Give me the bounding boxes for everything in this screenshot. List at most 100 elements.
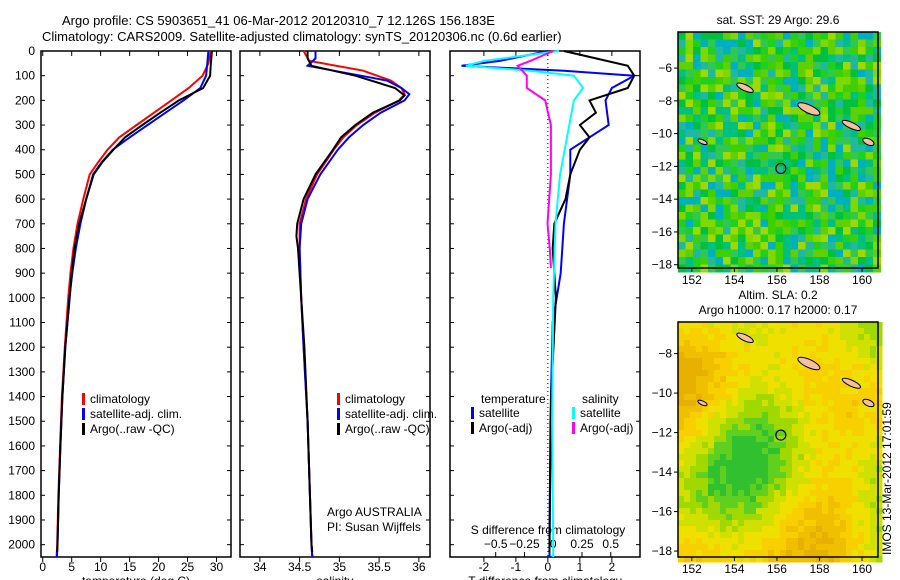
map-cell xyxy=(750,478,757,485)
map-cell xyxy=(780,514,787,521)
map-y-tick-label: −14 xyxy=(652,465,673,479)
map-cell xyxy=(750,376,757,383)
map-cell xyxy=(760,39,769,48)
map-cell xyxy=(843,159,851,168)
map-cell xyxy=(738,152,746,160)
map-cell xyxy=(678,532,685,539)
map-cell xyxy=(702,484,709,491)
map-cell xyxy=(720,496,727,503)
map-cell xyxy=(775,122,784,130)
map-cell xyxy=(820,152,829,160)
map-cell xyxy=(820,144,829,153)
map-cell xyxy=(852,400,859,407)
map-cell xyxy=(840,424,847,431)
map-cell xyxy=(865,114,874,123)
y-tick-label: 1600 xyxy=(8,439,35,453)
map-cell xyxy=(774,352,781,359)
map-cell xyxy=(678,388,685,395)
map-cell xyxy=(820,47,829,55)
map-x-tick-label: 160 xyxy=(852,273,872,287)
map-cell xyxy=(798,508,805,515)
map-cell xyxy=(828,520,835,527)
map-cell xyxy=(774,322,781,329)
map-cell xyxy=(816,472,823,479)
map-cell xyxy=(768,460,775,467)
map-cell xyxy=(696,352,703,359)
map-cell xyxy=(750,454,757,461)
map-cell xyxy=(786,430,793,437)
map-cell xyxy=(864,496,871,503)
map-cell xyxy=(780,370,787,377)
map-cell xyxy=(792,382,799,389)
map-cell xyxy=(846,340,853,347)
map-cell xyxy=(835,62,844,70)
map-cell xyxy=(810,430,817,437)
map-cell xyxy=(813,137,821,145)
map-cell xyxy=(873,39,881,48)
map-cell xyxy=(774,550,781,557)
map-cell xyxy=(768,322,775,329)
map-cell xyxy=(864,322,871,329)
map-cell xyxy=(805,174,814,183)
map-cell xyxy=(745,249,754,258)
map-cell xyxy=(690,556,697,563)
map-cell xyxy=(720,412,727,419)
y-tick-label: 500 xyxy=(15,167,35,181)
map-cell xyxy=(804,490,811,497)
map-cell xyxy=(783,122,791,130)
map-cell xyxy=(714,370,721,377)
map-cell xyxy=(702,460,709,467)
map-cell xyxy=(762,544,769,551)
map-cell xyxy=(843,197,851,205)
map-cell xyxy=(792,526,799,533)
map-cell xyxy=(715,174,724,183)
map-cell xyxy=(768,358,775,365)
map-frame xyxy=(677,31,879,269)
map-cell xyxy=(852,436,859,443)
map-cell xyxy=(702,496,709,503)
map-cell xyxy=(708,550,715,557)
map-cell xyxy=(822,400,829,407)
map-cell xyxy=(732,532,739,539)
map-cell xyxy=(756,544,763,551)
map-cell xyxy=(813,114,821,123)
map-cell xyxy=(828,508,835,515)
map-cell xyxy=(715,234,724,243)
map-cell xyxy=(864,544,871,551)
map-cell xyxy=(873,144,881,153)
map-frame xyxy=(677,321,879,558)
map-cell xyxy=(774,484,781,491)
map-cell xyxy=(708,249,716,258)
map-cell xyxy=(810,556,817,563)
map-cell xyxy=(873,257,881,265)
map-cell xyxy=(690,448,697,455)
x-tick-label: 5 xyxy=(68,560,75,574)
map-cell xyxy=(780,430,787,437)
map-cell xyxy=(768,508,775,515)
map-cell xyxy=(696,556,703,563)
map-cell xyxy=(760,114,769,123)
map-cell xyxy=(873,54,881,63)
map-cell xyxy=(732,538,739,545)
map-cell xyxy=(834,412,841,419)
map-cell xyxy=(804,478,811,485)
map-cell xyxy=(846,532,853,539)
map-cell xyxy=(775,77,784,85)
map-cell xyxy=(846,424,853,431)
map-cell xyxy=(813,212,821,220)
map-cell xyxy=(762,364,769,371)
map-cell xyxy=(678,352,685,359)
s-axis-label: S difference from climatology xyxy=(471,523,626,537)
legend-label: satellite-adj. clim. xyxy=(90,407,182,421)
map-cell xyxy=(828,174,836,183)
map-cell xyxy=(732,364,739,371)
map-cell xyxy=(714,352,721,359)
map-cell xyxy=(720,520,727,527)
map-cell xyxy=(864,442,871,449)
map-cell xyxy=(753,122,761,130)
map-cell xyxy=(792,412,799,419)
map-cell xyxy=(870,490,877,497)
map-cell xyxy=(745,174,754,183)
map-cell xyxy=(700,167,709,175)
map-cell xyxy=(744,532,751,539)
